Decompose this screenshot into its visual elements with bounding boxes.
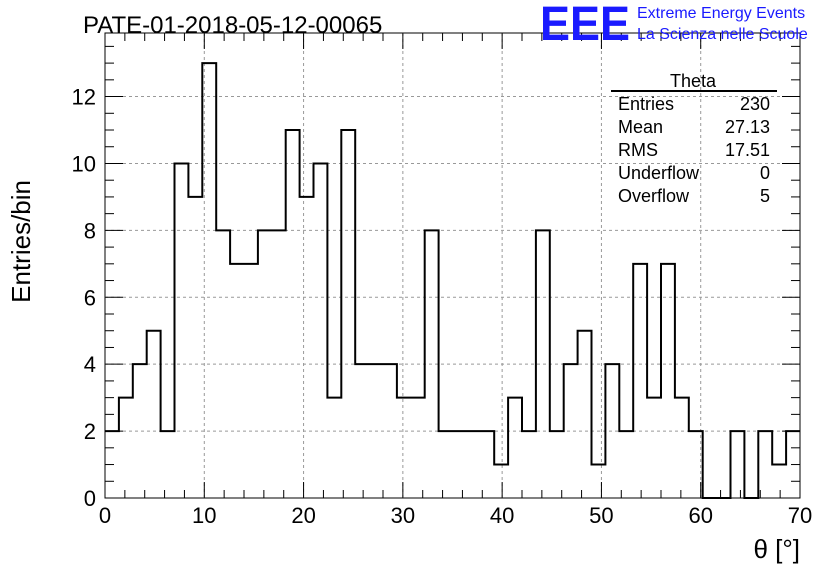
run-title: PATE-01-2018-05-12-00065	[83, 12, 382, 39]
y-tick-label: 4	[84, 352, 96, 377]
stats-value-overflow: 5	[760, 186, 770, 206]
y-tick-label: 0	[84, 486, 96, 511]
stats-value-mean: 27.13	[725, 117, 770, 137]
eee-logo: EEE	[540, 0, 630, 51]
y-axis-label: Entries/bin	[6, 180, 36, 303]
stats-label-entries: Entries	[618, 94, 674, 114]
x-tick-label: 60	[688, 503, 712, 528]
org-line-1: Extreme Energy Events	[637, 5, 805, 22]
histogram-line	[105, 62, 800, 499]
stats-label-mean: Mean	[618, 117, 663, 137]
x-tick-label: 40	[490, 503, 514, 528]
stats-label-overflow: Overflow	[618, 186, 690, 206]
x-tick-label: 50	[589, 503, 613, 528]
org-line-2: La Scienza nelle Scuole	[637, 26, 808, 43]
y-tick-label: 10	[72, 151, 96, 176]
stats-value-underflow: 0	[760, 163, 770, 183]
y-tick-label: 12	[72, 85, 96, 110]
stats-value-entries: 230	[740, 94, 770, 114]
x-tick-label: 70	[788, 503, 812, 528]
grid-lines	[105, 33, 800, 498]
y-tick-label: 8	[84, 218, 96, 243]
stats-box: Theta Entries 230 Mean 27.13 RMS 17.51 U…	[611, 71, 777, 206]
stats-label-rms: RMS	[618, 140, 658, 160]
stats-value-rms: 17.51	[725, 140, 770, 160]
y-tick-labels: 0 2 4 6 8 10 12	[72, 85, 96, 511]
x-tick-label: 30	[391, 503, 415, 528]
stats-title: Theta	[670, 71, 717, 91]
y-tick-label: 2	[84, 419, 96, 444]
y-tick-label: 6	[84, 285, 96, 310]
plot-frame	[104, 32, 801, 499]
x-tick-label: 20	[291, 503, 315, 528]
axis-ticks	[104, 33, 801, 499]
x-tick-label: 10	[192, 503, 216, 528]
stats-label-underflow: Underflow	[618, 163, 700, 183]
x-tick-label: 0	[99, 503, 111, 528]
x-axis-label: θ [°]	[753, 534, 800, 564]
x-tick-labels: 0 10 20 30 40 50 60 70	[99, 503, 812, 528]
